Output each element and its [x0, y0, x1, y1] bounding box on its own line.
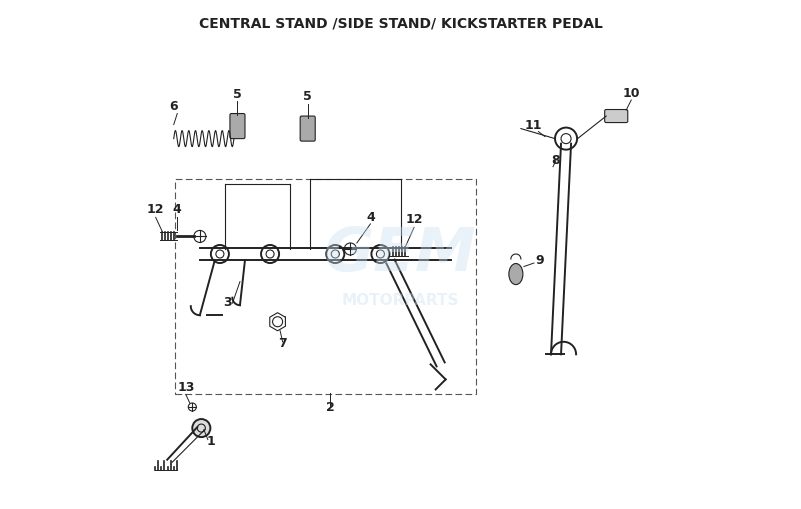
FancyBboxPatch shape	[300, 117, 316, 142]
Text: 11: 11	[525, 119, 542, 131]
Text: 5: 5	[304, 90, 312, 103]
Text: 4: 4	[366, 211, 375, 223]
Text: 2: 2	[326, 400, 335, 413]
Ellipse shape	[509, 264, 523, 285]
Text: 3: 3	[223, 296, 231, 308]
Bar	[175, 179, 476, 394]
Text: MOTORPARTS: MOTORPARTS	[342, 292, 459, 307]
Text: 5: 5	[233, 88, 242, 101]
Text: 13: 13	[177, 381, 195, 393]
Text: 12: 12	[147, 203, 164, 216]
Text: 4: 4	[173, 203, 182, 216]
Text: 12: 12	[405, 213, 423, 226]
FancyBboxPatch shape	[230, 115, 245, 139]
Text: 6: 6	[170, 99, 178, 112]
Circle shape	[192, 419, 211, 437]
Text: 1: 1	[207, 434, 215, 447]
Text: 9: 9	[536, 253, 544, 267]
Text: 10: 10	[622, 87, 640, 100]
Text: 7: 7	[278, 336, 287, 349]
FancyBboxPatch shape	[605, 110, 628, 123]
Text: GEM: GEM	[324, 225, 477, 284]
Text: 8: 8	[551, 153, 560, 166]
Text: CENTRAL STAND /SIDE STAND/ KICKSTARTER PEDAL: CENTRAL STAND /SIDE STAND/ KICKSTARTER P…	[199, 17, 602, 31]
